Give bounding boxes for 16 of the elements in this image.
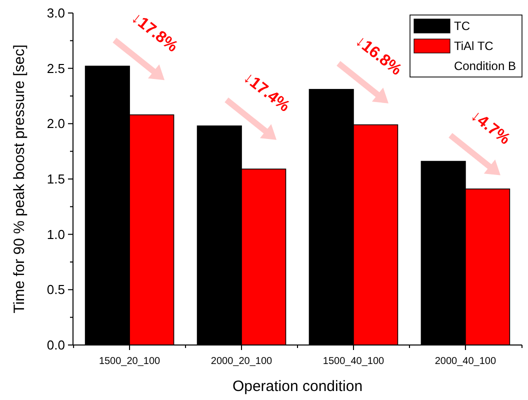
y-tick-label: 3.0 <box>46 6 65 21</box>
legend-label: TC <box>454 19 470 34</box>
x-tick-label: 2000_20_100 <box>210 356 273 367</box>
x-tick-label: 1500_20_100 <box>98 356 161 367</box>
y-tick-label: 2.0 <box>46 116 65 132</box>
legend-label: TiAl TC <box>454 39 494 54</box>
y-tick-label: 2.5 <box>46 60 65 76</box>
y-axis-title: Time for 90 % peak boost pressure [sec] <box>11 44 28 314</box>
x-tick-label: 1500_40_100 <box>322 356 385 367</box>
x-axis-title: Operation condition <box>232 378 363 395</box>
x-tick-label: 2000_40_100 <box>434 356 496 367</box>
y-tick-label: 1.0 <box>46 226 65 242</box>
y-tick-label: 0.0 <box>46 338 65 353</box>
legend-title: Condition B <box>454 59 516 74</box>
y-tick-label: 1.5 <box>46 172 65 187</box>
y-tick-label: 0.5 <box>46 282 65 298</box>
